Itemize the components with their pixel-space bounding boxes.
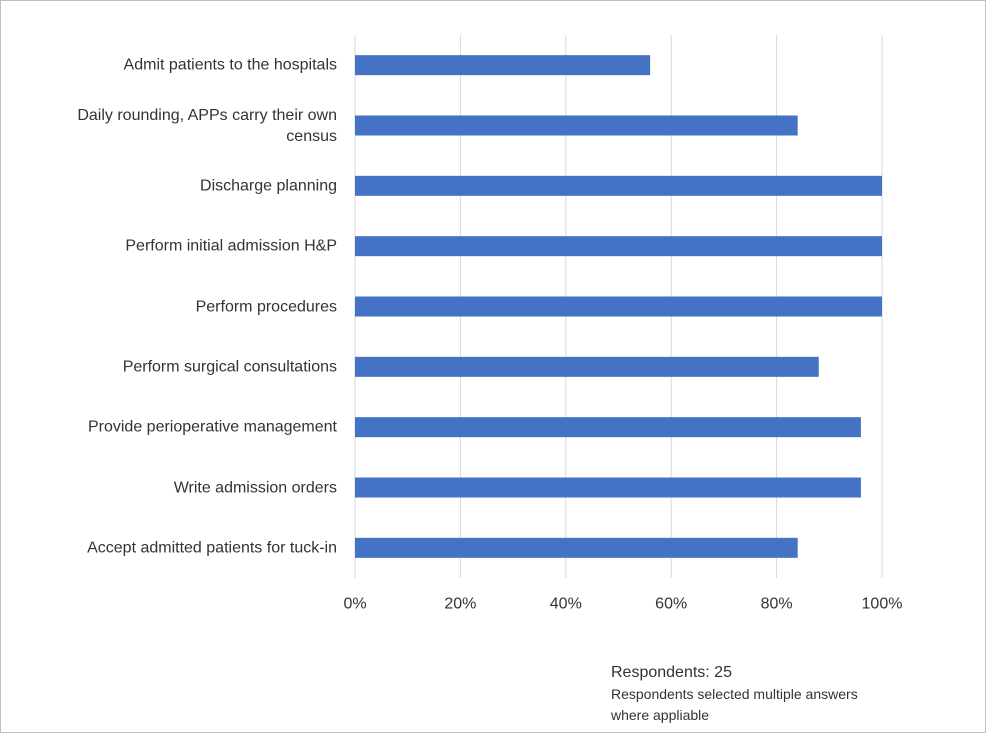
y-tick-label: Write admission orders [173, 479, 337, 496]
annotation: Respondents: 25 [611, 664, 732, 681]
bar [355, 356, 819, 377]
y-tick-label: Daily rounding, APPs carry their own cen… [77, 106, 337, 145]
bar [355, 417, 861, 438]
x-tick-label: 80% [760, 595, 793, 613]
y-tick-label: Perform procedures [195, 298, 337, 315]
bar [355, 477, 861, 498]
bar [355, 175, 882, 196]
y-tick-label: Provide perioperative management [87, 418, 337, 436]
y-tick-label: Admit patients to the hospitals [123, 56, 337, 74]
bar [355, 236, 882, 257]
y-tick-label: Accept admitted patients for tuck-in [87, 539, 337, 557]
annotation: Respondents selected multiple answers wh… [611, 686, 858, 723]
bar [355, 296, 882, 317]
x-tick-label: 20% [444, 595, 477, 613]
x-tick-label: 100% [861, 595, 903, 613]
y-tick-label: Perform initial admission H&P [125, 237, 337, 255]
y-tick-label: Perform surgical consultations [122, 358, 337, 376]
bar [355, 115, 798, 136]
y-tick-label: Discharge planning [200, 177, 337, 195]
bar [355, 537, 798, 558]
x-tick-label: 60% [655, 595, 688, 613]
x-tick-label: 0% [343, 595, 367, 613]
x-tick-label: 40% [549, 595, 582, 613]
bar [355, 55, 651, 76]
